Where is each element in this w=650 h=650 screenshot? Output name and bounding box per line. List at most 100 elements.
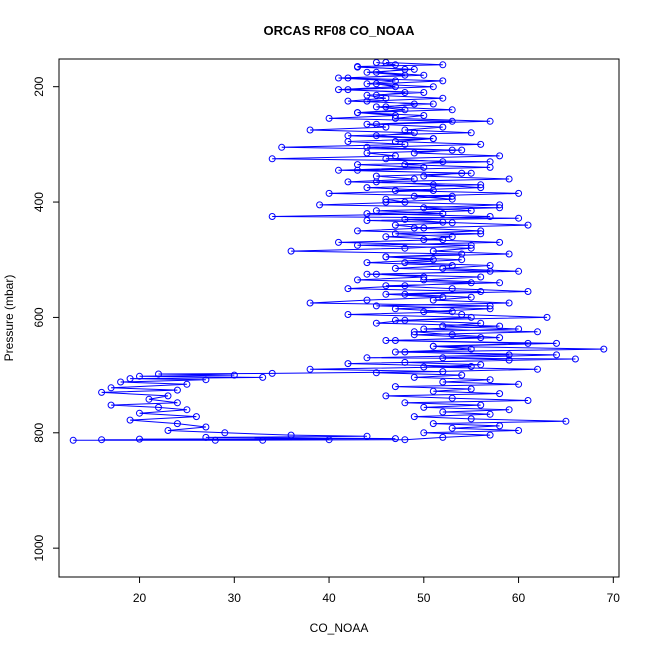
data-point	[363, 217, 371, 224]
data-point	[391, 348, 399, 356]
data-point	[410, 192, 418, 200]
data-point	[363, 296, 371, 304]
data-point	[363, 184, 371, 192]
series-line	[73, 62, 604, 441]
data-point	[372, 270, 380, 278]
series-layer	[69, 59, 608, 444]
data-point	[515, 214, 523, 222]
data-point	[136, 435, 143, 443]
data-point	[477, 401, 485, 409]
data-point	[401, 259, 409, 267]
data-point	[467, 279, 475, 287]
data-point	[372, 68, 380, 76]
data-point	[496, 238, 504, 246]
data-point	[486, 431, 494, 439]
data-point	[117, 378, 125, 386]
data-point	[325, 189, 333, 197]
data-point	[372, 207, 380, 215]
data-point	[439, 293, 447, 301]
data-point	[391, 138, 399, 145]
data-point	[344, 360, 352, 368]
data-point	[439, 368, 447, 376]
data-point	[401, 290, 409, 298]
data-point	[429, 247, 437, 255]
data-point	[515, 427, 523, 434]
data-point	[183, 406, 191, 414]
data-point	[477, 361, 485, 369]
data-point	[467, 385, 475, 393]
data-point	[467, 363, 475, 370]
data-point	[515, 325, 523, 333]
data-point	[382, 123, 390, 131]
data-point	[420, 71, 428, 79]
data-point	[183, 380, 191, 388]
data-point	[401, 399, 409, 407]
data-point	[505, 250, 513, 258]
data-point	[344, 74, 352, 82]
data-point	[325, 436, 333, 444]
data-point	[164, 392, 172, 400]
data-point	[429, 342, 437, 350]
data-point	[410, 149, 418, 157]
data-point	[439, 61, 447, 69]
data-point	[363, 270, 371, 278]
data-point	[496, 422, 504, 430]
x-tick-label: 40	[322, 591, 336, 605]
x-tick-label: 20	[133, 591, 147, 605]
data-point	[335, 238, 342, 246]
data-point	[420, 204, 428, 212]
data-point	[401, 348, 409, 356]
data-point	[391, 77, 399, 85]
data-point	[410, 373, 418, 381]
data-point	[372, 91, 380, 99]
data-point	[477, 227, 485, 235]
data-point	[496, 390, 504, 398]
data-point	[505, 175, 513, 183]
data-point	[448, 192, 456, 200]
data-point	[363, 97, 371, 105]
data-point	[401, 198, 409, 206]
data-point	[496, 334, 504, 342]
data-point	[486, 302, 494, 310]
data-point	[439, 210, 447, 218]
data-point	[382, 282, 390, 290]
data-point	[467, 241, 475, 249]
data-point	[363, 210, 371, 218]
data-point	[496, 279, 504, 287]
data-point	[372, 120, 380, 128]
data-point	[553, 339, 560, 347]
data-point	[439, 408, 447, 416]
data-point	[401, 244, 409, 252]
data-point	[420, 89, 428, 96]
data-point	[448, 219, 456, 227]
data-point	[344, 311, 352, 318]
data-point	[486, 305, 494, 313]
data-point	[467, 313, 475, 321]
data-point	[420, 172, 428, 180]
data-point	[287, 431, 295, 439]
data-point	[486, 376, 494, 384]
data-point	[155, 403, 162, 411]
data-point	[420, 363, 428, 371]
data-point	[107, 401, 115, 409]
data-point	[486, 213, 494, 220]
data-point	[524, 288, 532, 295]
data-point	[306, 365, 314, 373]
data-point	[391, 316, 399, 324]
data-point	[335, 166, 342, 174]
data-point	[429, 296, 437, 304]
data-point	[344, 132, 352, 140]
data-point	[401, 215, 409, 223]
data-point	[401, 282, 409, 290]
data-point	[410, 331, 418, 339]
data-point	[496, 201, 504, 209]
chart-title: ORCAS RF08 CO_NOAA	[264, 23, 416, 38]
data-point	[268, 213, 276, 220]
data-point	[477, 334, 485, 342]
data-point	[410, 100, 418, 108]
data-point	[382, 290, 390, 298]
y-tick-label: 200	[32, 76, 46, 96]
data-point	[420, 112, 428, 119]
